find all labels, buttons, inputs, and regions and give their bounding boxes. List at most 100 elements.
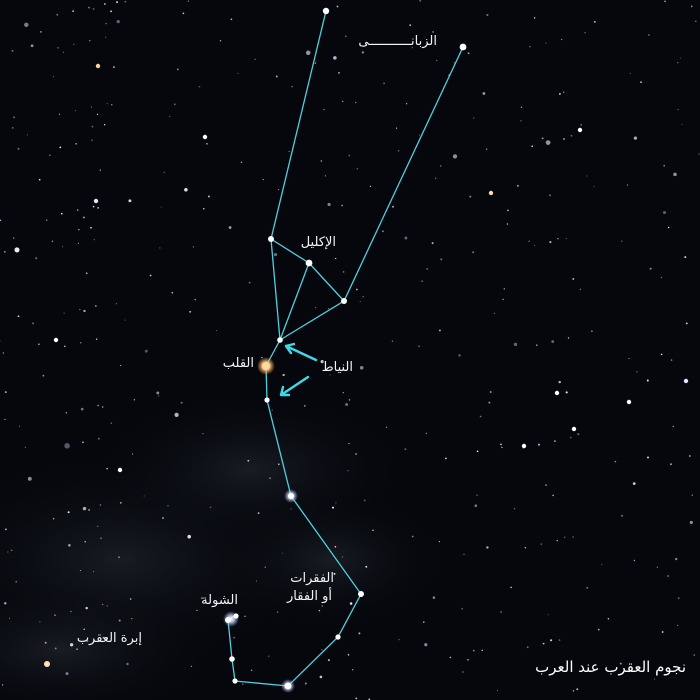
niyat-arrows	[279, 342, 318, 397]
background-star	[421, 280, 423, 283]
background-star	[4, 391, 7, 394]
background-star	[0, 219, 2, 221]
background-star	[355, 101, 357, 104]
background-star	[88, 6, 90, 9]
background-star	[83, 628, 85, 631]
background-star	[479, 415, 482, 418]
star-iklil-2	[305, 259, 313, 267]
background-star-bright	[202, 134, 208, 140]
background-star	[561, 38, 563, 41]
background-star	[542, 642, 545, 645]
background-star	[549, 241, 552, 244]
background-star	[670, 463, 672, 466]
background-star	[97, 437, 100, 440]
background-star	[27, 476, 32, 481]
background-star	[82, 216, 85, 219]
background-star	[91, 125, 94, 128]
background-star	[54, 614, 56, 616]
background-star	[579, 288, 582, 291]
label-shawla: الشولة	[201, 593, 238, 608]
background-star	[26, 134, 28, 136]
background-star	[303, 405, 306, 407]
background-star	[90, 226, 92, 229]
background-star	[97, 207, 99, 209]
background-star	[1, 684, 4, 686]
background-star	[540, 543, 542, 545]
background-star	[461, 607, 464, 610]
background-star	[614, 460, 617, 463]
background-star	[586, 586, 589, 589]
background-star	[194, 298, 196, 301]
background-star	[275, 75, 278, 78]
background-star	[216, 330, 217, 331]
background-star	[97, 404, 99, 407]
background-star	[184, 188, 188, 192]
background-star	[642, 669, 645, 672]
background-star	[467, 52, 470, 55]
background-star	[198, 85, 201, 88]
background-star	[92, 7, 95, 10]
background-star	[681, 123, 683, 125]
background-star	[314, 62, 317, 64]
background-star	[424, 643, 428, 647]
background-star	[547, 614, 549, 616]
background-star	[334, 545, 337, 548]
star-tail-2	[232, 678, 238, 684]
background-star	[314, 306, 317, 309]
background-star	[76, 209, 79, 211]
arrow-lower	[279, 375, 310, 397]
background-star	[597, 628, 600, 631]
line-iklil-center	[279, 262, 310, 341]
background-star	[647, 456, 649, 459]
background-star	[345, 403, 349, 406]
background-star	[207, 195, 210, 198]
background-star	[688, 455, 691, 457]
background-star	[452, 154, 458, 159]
background-star	[332, 506, 334, 509]
background-star-bright	[626, 399, 632, 405]
background-star	[72, 10, 74, 12]
background-star	[133, 399, 136, 401]
background-star-bright	[53, 337, 59, 343]
background-star	[426, 268, 428, 270]
background-star	[663, 165, 665, 167]
background-star	[545, 42, 547, 44]
background-star	[162, 517, 164, 519]
background-star	[493, 312, 495, 315]
background-star	[57, 47, 59, 49]
background-star	[489, 391, 492, 393]
background-star	[17, 315, 20, 318]
background-star	[436, 59, 438, 61]
background-star	[82, 441, 84, 444]
background-star	[190, 665, 193, 667]
background-star	[439, 165, 442, 167]
background-star	[453, 62, 455, 64]
background-star	[327, 202, 331, 207]
background-star	[677, 108, 679, 111]
background-star	[69, 643, 74, 647]
background-star	[169, 115, 171, 117]
background-star	[419, 0, 422, 2]
background-star	[580, 124, 582, 126]
background-star	[432, 596, 436, 599]
background-star	[116, 1, 118, 4]
background-star	[131, 617, 133, 620]
background-star	[149, 274, 152, 277]
background-star	[83, 309, 86, 313]
background-star	[586, 175, 588, 177]
background-star	[248, 281, 251, 284]
background-star	[621, 514, 623, 517]
background-star	[167, 505, 169, 507]
background-star	[120, 364, 122, 367]
background-star	[472, 251, 475, 254]
background-star	[110, 422, 113, 424]
background-star	[482, 92, 486, 95]
background-star	[54, 647, 57, 650]
background-star	[86, 640, 89, 643]
background-star	[60, 212, 63, 215]
background-star	[348, 399, 351, 401]
background-star	[531, 145, 534, 148]
background-star	[126, 662, 129, 666]
background-star	[273, 252, 278, 257]
background-star	[187, 0, 189, 2]
